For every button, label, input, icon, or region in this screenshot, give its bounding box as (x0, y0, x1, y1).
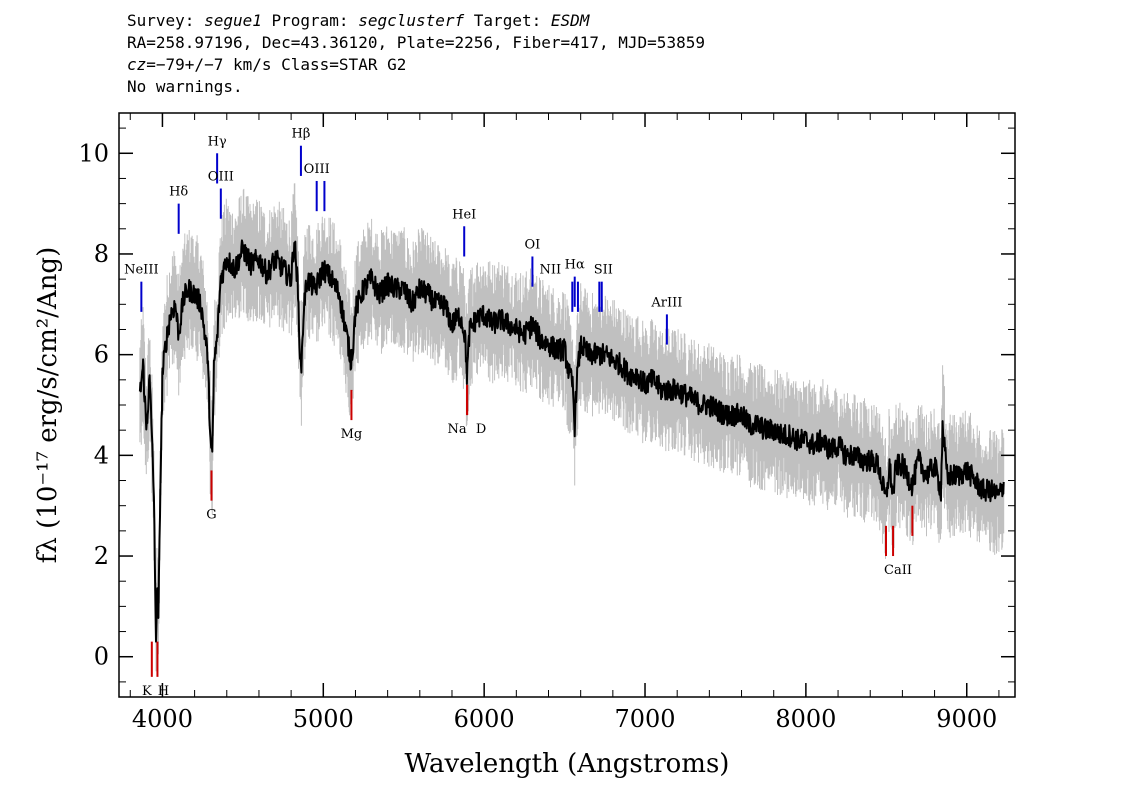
spectrum-series (138, 239, 1005, 643)
spectral-line-markers: NeIII Hδ Hγ OIII Hβ OIII HeI OI NII Hα SII ArIII K H G… (124, 127, 914, 699)
program-name: segclusterf (358, 11, 465, 30)
line-label-12: SII (594, 263, 613, 278)
line-label-19: Na (448, 422, 467, 437)
line-label-14: ArIII (650, 295, 682, 310)
x-tick-label-7000: 7000 (614, 705, 675, 733)
cz-value: =−79+/−7 km/s Class=STAR G2 (146, 55, 407, 74)
x-tick-label-5000: 5000 (293, 705, 354, 733)
line-label-8: OI (525, 237, 541, 252)
line-label-3: OIII (208, 170, 234, 185)
line-label-20: D (476, 422, 486, 437)
header-line-1: Survey: segue1 Program: segclusterf Targ… (127, 11, 590, 30)
axis-ticks: 4000 5000 6000 7000 8000 9000 0 2 4 6 8 10 (78, 113, 1015, 733)
line-label-7: HeI (452, 207, 476, 222)
header-line-2: RA=258.97196, Dec=43.36120, Plate=2256, … (127, 33, 705, 52)
line-label-5: OIII (304, 162, 330, 177)
line-label-10: Hα (565, 258, 585, 273)
x-tick-label-4000: 4000 (132, 705, 193, 733)
y-axis-title: fλ (10⁻¹⁷ erg/s/cm²/Ang) (33, 247, 63, 563)
line-label-4: Hβ (292, 127, 311, 142)
header: Survey: segue1 Program: segclusterf Targ… (127, 10, 705, 98)
survey-name: segue1 (204, 11, 262, 30)
line-label-0: NeIII (124, 263, 158, 278)
line-label-9: NII (539, 263, 561, 278)
y-tick-label-10: 10 (78, 139, 109, 167)
line-label-18: Mg (341, 427, 363, 442)
x-axis-title: Wavelength (Angstroms) (405, 749, 730, 779)
target-name: ESDM (550, 11, 590, 30)
y-tick-label-2: 2 (94, 542, 109, 570)
spectrum-line (138, 239, 1005, 643)
line-label-2: Hγ (208, 134, 227, 149)
x-tick-label-8000: 8000 (775, 705, 836, 733)
y-tick-label-6: 6 (94, 341, 109, 369)
cz-label: cz (127, 55, 147, 74)
y-tick-label-8: 8 (94, 240, 109, 268)
line-label-15: K (142, 684, 152, 699)
noise-band-path (139, 183, 1005, 672)
header-line-4: No warnings. (127, 77, 243, 96)
header-line-3: cz=−79+/−7 km/s Class=STAR G2 (127, 54, 705, 76)
line-label-21: CaII (884, 563, 912, 578)
x-tick-label-6000: 6000 (454, 705, 515, 733)
line-label-17: G (206, 508, 216, 523)
x-tick-label-9000: 9000 (936, 705, 997, 733)
noise-band (139, 183, 1005, 672)
line-label-1: Hδ (169, 185, 188, 200)
y-tick-label-0: 0 (94, 643, 109, 671)
line-label-16: H (158, 684, 169, 699)
y-tick-label-4: 4 (94, 441, 109, 469)
